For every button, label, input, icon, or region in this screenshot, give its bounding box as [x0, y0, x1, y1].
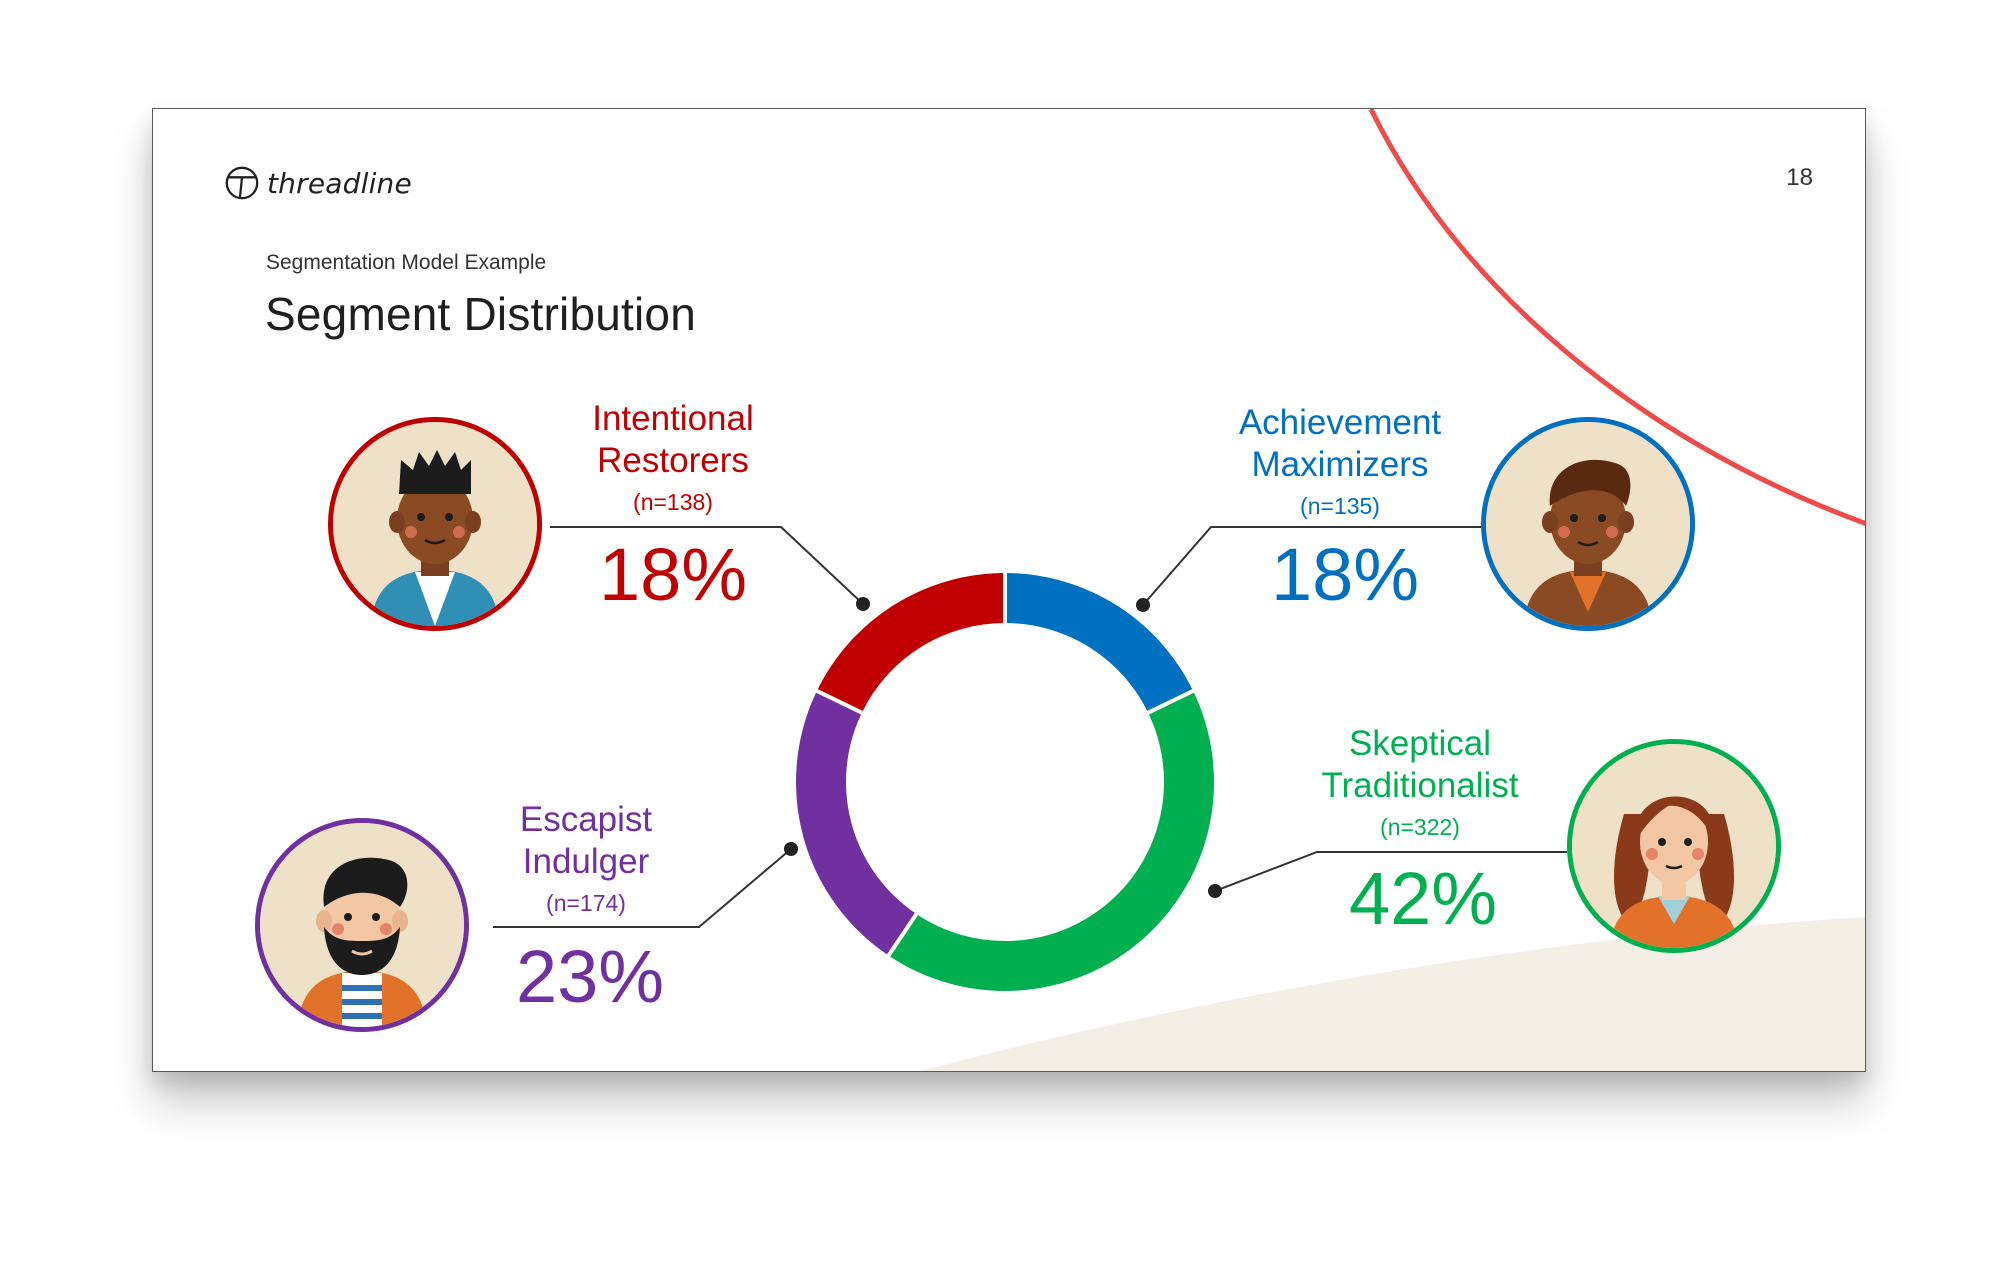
- avatar-escapist-indulger: [255, 818, 469, 1032]
- beige-wave-shape: [920, 917, 1865, 1071]
- connector-dot-intentional: [856, 597, 870, 611]
- slide-title: Segment Distribution: [265, 288, 696, 340]
- segment-name-line1: Escapist: [519, 800, 653, 839]
- connector-skeptical: [1214, 851, 1567, 892]
- segment-pct-achievement-maximizers: 18%: [1270, 533, 1420, 616]
- avatar-achievement-maximizers: [1481, 417, 1695, 631]
- brand-name: threadline: [267, 166, 412, 200]
- page-number: 18: [1786, 164, 1813, 191]
- background-decoration: [920, 109, 1865, 1071]
- avatar-intentional-restorers: [328, 417, 542, 631]
- segment-pct-intentional-restorers: 18%: [598, 533, 748, 616]
- connector-escapist: [493, 848, 792, 928]
- segment-name-line2: Maximizers: [1251, 445, 1429, 484]
- slide: threadline 18 Segmentation Model Example…: [152, 108, 1866, 1072]
- donut-slice-escapist-indulger: [796, 690, 917, 956]
- segment-name-skeptical-traditionalist: Skeptical Traditionalist: [1300, 723, 1540, 807]
- connector-dot-skeptical: [1208, 884, 1222, 898]
- red-arc-shape: [1368, 109, 1865, 526]
- brand-logo: threadline: [223, 163, 412, 203]
- donut-slice-separator: [1145, 688, 1196, 716]
- segment-name-line1: Achievement: [1238, 403, 1442, 442]
- segment-name-line1: Intentional: [592, 399, 754, 438]
- donut-slice-achievement-maximizers: [1004, 573, 1194, 714]
- segment-name-intentional-restorers: Intentional Restorers: [553, 398, 793, 482]
- segment-name-achievement-maximizers: Achievement Maximizers: [1220, 402, 1460, 486]
- woman-wavy-hair-avatar-icon: [1572, 744, 1776, 948]
- segment-n-achievement-maximizers: (n=135): [1300, 493, 1380, 519]
- segment-name-escapist-indulger: Escapist Indulger: [466, 799, 706, 883]
- connector-dot-achievement: [1136, 598, 1150, 612]
- segment-n-escapist-indulger: (n=174): [546, 890, 626, 916]
- connector-achievement: [1142, 526, 1493, 606]
- donut-chart: [493, 526, 1567, 991]
- bearded-man-avatar-icon: [260, 823, 464, 1027]
- segment-pct-skeptical-traditionalist: 42%: [1348, 857, 1498, 940]
- man-high-top-hair-avatar-icon: [333, 422, 537, 626]
- segment-name-line2: Indulger: [522, 842, 650, 881]
- man-short-hair-avatar-icon: [1486, 422, 1690, 626]
- connector-intentional: [550, 526, 864, 605]
- slide-subtitle: Segmentation Model Example: [266, 251, 547, 274]
- connector-lines: [493, 526, 1567, 928]
- avatar-skeptical-traditionalist: [1567, 739, 1781, 953]
- connector-dot-escapist: [784, 842, 798, 856]
- donut-slice-skeptical-traditionalist: [888, 690, 1214, 991]
- donut-slices: [796, 571, 1214, 991]
- threadline-logo-icon: [225, 166, 259, 200]
- segment-n-skeptical-traditionalist: (n=322): [1380, 814, 1460, 840]
- segment-name-line2: Restorers: [597, 441, 749, 480]
- segment-pct-escapist-indulger: 23%: [515, 935, 665, 1018]
- segment-name-line2: Traditionalist: [1321, 766, 1519, 805]
- segment-n-intentional-restorers: (n=138): [633, 489, 713, 515]
- segment-name-line1: Skeptical: [1348, 724, 1492, 763]
- donut-slice-intentional-restorers: [816, 573, 1006, 714]
- donut-slice-separator: [885, 911, 920, 959]
- donut-slice-separator: [814, 688, 865, 716]
